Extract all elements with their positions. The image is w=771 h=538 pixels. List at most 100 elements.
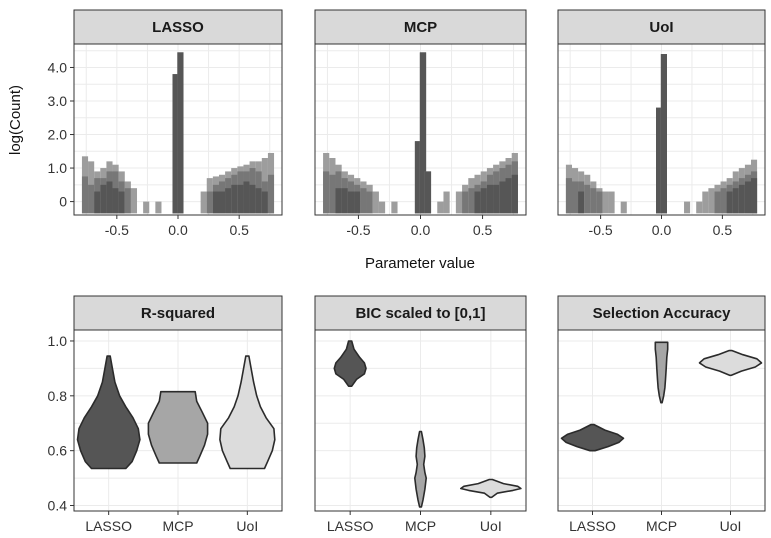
hist-bar-16-layer-2 xyxy=(714,191,721,214)
hist-bar-22-layer-3 xyxy=(750,178,758,214)
hist-bar-17-layer-1 xyxy=(455,191,463,214)
x-tick-label: LASSO xyxy=(85,518,132,534)
x-tick-label: -0.5 xyxy=(589,222,613,238)
hist-bar-10-layer-1 xyxy=(378,201,386,214)
top-x-axis-title: Parameter value xyxy=(365,255,475,272)
hist-bar-25-layer-2 xyxy=(267,174,275,214)
hist-bar-13-layer-1 xyxy=(696,201,703,214)
y-tick-label: 3.0 xyxy=(48,93,68,109)
hist-bar-12-layer-3 xyxy=(172,74,179,214)
hist-bar-7-layer-2 xyxy=(360,188,367,214)
hist-bar-10-layer-1 xyxy=(143,201,150,214)
hist-bar-23-layer-3 xyxy=(255,188,262,214)
strip-3 xyxy=(557,9,766,45)
hist-bar-11-layer-1 xyxy=(155,201,162,214)
hist-bar-1-layer-2 xyxy=(323,171,330,214)
panel-5: BIC scaled to [0,1] LASSO MCP UoI xyxy=(314,295,527,534)
hist-bar-11-layer-3 xyxy=(660,54,667,214)
strip-title-1: LASSO xyxy=(152,19,204,36)
hist-bar-6-layer-2 xyxy=(596,191,603,214)
hist-bar-25-layer-3 xyxy=(505,178,512,214)
hist-bar-16-layer-3 xyxy=(212,191,219,214)
hist-bar-12-layer-1 xyxy=(684,201,691,214)
hist-bar-22-layer-3 xyxy=(486,184,494,214)
hist-bar-2-layer-2 xyxy=(88,184,95,214)
y-tick-label: 2.0 xyxy=(48,127,68,143)
hist-bar-14-layer-1 xyxy=(200,191,207,214)
strip-title-5: BIC scaled to [0,1] xyxy=(355,305,485,322)
y-tick-label: 0.4 xyxy=(48,498,68,514)
hist-bar-20-layer-3 xyxy=(474,191,481,214)
strip-4 xyxy=(73,295,283,331)
x-tick-label: 0.0 xyxy=(411,222,431,238)
hist-bar-5-layer-2 xyxy=(590,188,597,214)
x-tick-label: -0.5 xyxy=(346,222,370,238)
violin-lasso xyxy=(560,423,625,452)
violin-uoi xyxy=(219,355,276,470)
hist-bar-23-layer-3 xyxy=(493,184,500,214)
hist-bar-2-layer-2 xyxy=(329,174,336,214)
strip-title-4: R-squared xyxy=(141,305,215,322)
hist-bar-13-layer-3 xyxy=(177,52,184,214)
hist-bar-8-layer-2 xyxy=(124,188,131,214)
hist-bar-22-layer-3 xyxy=(249,184,256,214)
hist-bar-3-layer-3 xyxy=(578,191,585,214)
hist-bar-11-layer-1 xyxy=(391,201,398,214)
x-tick-label: MCP xyxy=(646,518,677,534)
hist-bar-9-layer-1 xyxy=(130,188,138,214)
strip-1 xyxy=(73,9,283,45)
violin-lasso xyxy=(333,340,367,387)
hist-bar-5-layer-3 xyxy=(347,191,355,214)
hist-bar-4-layer-2 xyxy=(584,184,591,214)
x-tick-label: UoI xyxy=(720,518,742,534)
hist-bar-16-layer-1 xyxy=(443,191,450,214)
hist-bar-21-layer-3 xyxy=(243,181,250,214)
hist-bar-3-layer-3 xyxy=(94,191,101,214)
strip-title-6: Selection Accuracy xyxy=(593,305,731,322)
hist-bar-7-layer-3 xyxy=(118,191,125,214)
panel-2: MCP -0.5 0.0 0.5 xyxy=(314,9,527,238)
x-tick-label: MCP xyxy=(405,518,436,534)
x-tick-label: 0.5 xyxy=(713,222,733,238)
x-tick-label: -0.5 xyxy=(105,222,129,238)
hist-bar-14-layer-3 xyxy=(424,171,432,214)
hist-bar-20-layer-3 xyxy=(237,184,244,214)
hist-bar-6-layer-3 xyxy=(112,188,119,214)
hist-bar-21-layer-3 xyxy=(480,188,487,214)
hist-bar-6-layer-3 xyxy=(354,191,361,214)
hist-bar-18-layer-3 xyxy=(225,188,232,214)
strip-5 xyxy=(314,295,527,331)
hist-bar-24-layer-3 xyxy=(499,181,506,214)
hist-bar-9-layer-1 xyxy=(372,191,379,214)
violin-uoi xyxy=(460,478,522,499)
y-tick-label: 1.0 xyxy=(48,333,68,349)
x-tick-label: 0.5 xyxy=(229,222,249,238)
hist-bar-20-layer-3 xyxy=(738,184,745,214)
y-tick-label: 0.8 xyxy=(48,388,68,404)
hist-bar-19-layer-3 xyxy=(732,188,739,214)
violin-uoi xyxy=(698,349,763,377)
hist-bar-4-layer-3 xyxy=(341,188,348,214)
hist-bar-8-layer-1 xyxy=(608,191,615,214)
violin-lasso xyxy=(76,355,141,470)
strip-title-2: MCP xyxy=(404,19,437,36)
panel-6: Selection Accuracy LASSO MCP UoI xyxy=(557,295,766,534)
hist-bar-17-layer-2 xyxy=(720,188,727,214)
hist-bar-15-layer-1 xyxy=(708,188,715,214)
hist-bar-19-layer-3 xyxy=(231,184,238,214)
hist-bar-5-layer-3 xyxy=(106,181,113,214)
hist-bar-15-layer-2 xyxy=(206,191,213,214)
x-tick-label: 0.0 xyxy=(168,222,188,238)
violin-mcp xyxy=(147,390,209,464)
panels-layer: LASSO -0.5 0.0 0.5 0 1.0 2.0 3.0 4.0 MCP -0.5 0.0 0.… xyxy=(48,9,766,534)
y-tick-label: 0.6 xyxy=(48,443,68,459)
y-tick-label: 0 xyxy=(59,194,67,210)
hist-bar-9-layer-1 xyxy=(620,201,627,214)
violin-mcp xyxy=(654,341,669,404)
hist-bar-18-layer-2 xyxy=(462,191,469,214)
hist-bar-17-layer-3 xyxy=(218,191,226,214)
hist-bar-1-layer-2 xyxy=(565,178,573,214)
hist-bar-7-layer-1 xyxy=(602,191,609,214)
hist-bar-1-layer-2 xyxy=(81,176,89,214)
